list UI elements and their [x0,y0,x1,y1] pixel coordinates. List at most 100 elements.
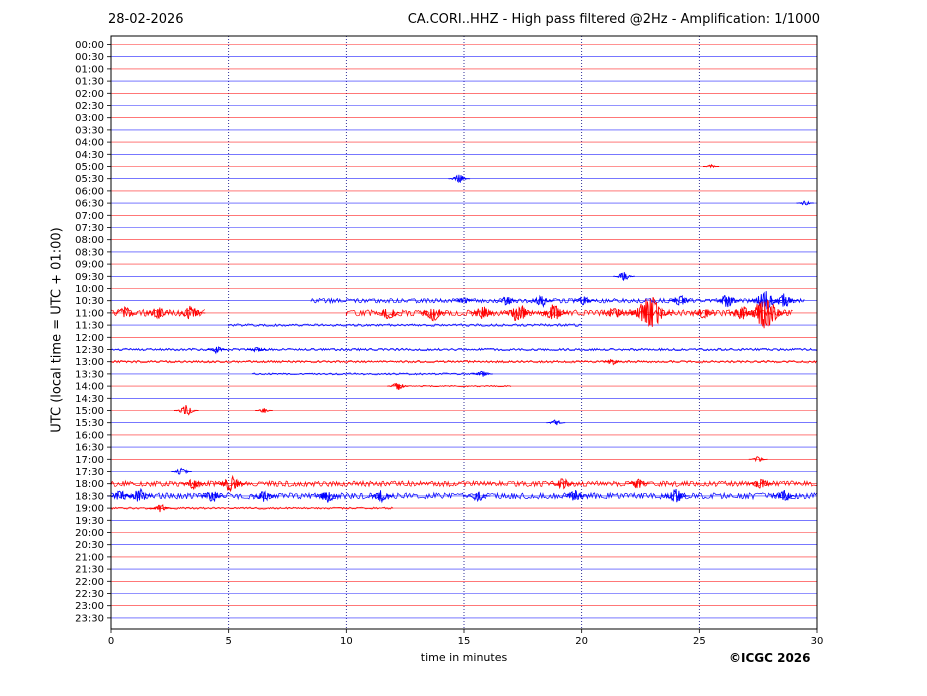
y-tick-label: 22:30 [75,589,104,600]
event-burst [623,297,676,327]
y-tick-label: 13:00 [75,357,104,368]
date-label: 28-02-2026 [108,12,184,27]
event-burst [528,294,555,309]
y-tick-label: 20:30 [75,540,104,551]
event-burst [613,272,635,282]
y-tick-label: 09:30 [75,272,104,283]
plot-frame [110,35,818,630]
event-burst [149,503,172,513]
copyright-label: ©ICGC 2026 [729,651,811,665]
event-burst [107,490,134,500]
event-burst [453,297,475,304]
y-tick-label: 05:30 [75,174,104,185]
noise-segment [251,372,488,376]
y-axis-label: UTC (local time = UTC + 01:00) [49,227,65,433]
event-burst [691,308,717,319]
y-tick-label: 09:00 [75,260,104,271]
y-tick-label: 11:30 [75,321,104,332]
event-burst [494,296,518,306]
y-tick-label: 00:30 [75,52,104,63]
chart-title: CA.CORI..HHZ - High pass filtered @2Hz -… [407,12,820,27]
x-tick-labels: 0 5 10 15 20 25 30 [108,629,824,647]
x-tick-label: 0 [108,636,114,647]
y-tick-label: 18:00 [75,479,104,490]
event-burst [747,478,774,489]
event-burst [796,200,814,206]
event-burst [561,490,588,501]
y-tick-label: 16:00 [75,430,104,441]
y-tick-label: 21:00 [75,552,104,563]
event-burst [703,163,720,169]
y-tick-label: 06:30 [75,199,104,210]
event-burst [770,490,798,501]
trace-rows [107,44,817,619]
noise-segment [110,347,817,352]
x-tick-label: 30 [811,636,824,647]
y-tick-label: 12:30 [75,345,104,356]
event-burst [661,488,691,503]
event-burst [602,358,622,366]
y-tick-label: 22:00 [75,577,104,588]
event-burst [769,293,799,307]
event-burst [206,345,227,355]
y-tick-label: 23:00 [75,601,104,612]
event-burst [448,174,471,184]
y-tick-label: 03:00 [75,113,104,124]
y-tick-label: 05:00 [75,162,104,173]
y-tick-label: 02:30 [75,101,104,112]
y-tick-label: 15:00 [75,406,104,417]
y-tick-label: 14:00 [75,382,104,393]
y-tick-label: 19:00 [75,504,104,515]
noise-segment [110,479,817,488]
event-burst [626,478,650,489]
y-tick-label: 11:00 [75,308,104,319]
event-burst [572,296,596,306]
y-tick-label: 15:30 [75,418,104,429]
event-burst [313,492,342,503]
event-burst [465,491,491,503]
event-burst [601,307,628,318]
y-tick-label: 17:30 [75,467,104,478]
event-burst [214,474,247,493]
event-burst [418,308,449,322]
y-tick-label: 20:00 [75,528,104,539]
y-tick-label: 02:00 [75,89,104,100]
y-tick-label: 04:00 [75,138,104,149]
event-burst [667,294,694,306]
noise-segment [393,384,512,388]
event-burst [472,370,493,377]
event-burst [181,478,206,491]
y-tick-label: 01:30 [75,77,104,88]
y-tick-label: 18:30 [75,491,104,502]
noise-segment [228,323,582,327]
y-tick-label: 07:30 [75,223,104,234]
event-burst [176,305,206,320]
y-tick-label: 06:00 [75,186,104,197]
y-tick-label: 08:00 [75,235,104,246]
event-burst [469,306,497,319]
noise-segment [110,491,817,501]
noise-segment [310,297,805,305]
event-burst [375,309,403,320]
event-burst [144,307,172,320]
event-burst [537,304,570,320]
event-burst [550,478,575,490]
event-burst [171,467,192,475]
event-burst [198,491,226,502]
event-burst [174,404,199,416]
y-tick-label: 00:00 [75,40,104,51]
y-tick-label: 04:30 [75,150,104,161]
x-tick-label: 10 [340,636,353,647]
y-tick-label: 07:00 [75,211,104,222]
x-tick-label: 25 [693,636,706,647]
event-burst [247,347,267,353]
y-tick-label: 01:00 [75,64,104,75]
x-tick-label: 5 [225,636,231,647]
y-tick-label: 10:00 [75,284,104,295]
event-burst [124,487,154,502]
y-tick-label: 10:30 [75,296,104,307]
event-burst [740,300,790,329]
y-tick-label: 21:30 [75,565,104,576]
